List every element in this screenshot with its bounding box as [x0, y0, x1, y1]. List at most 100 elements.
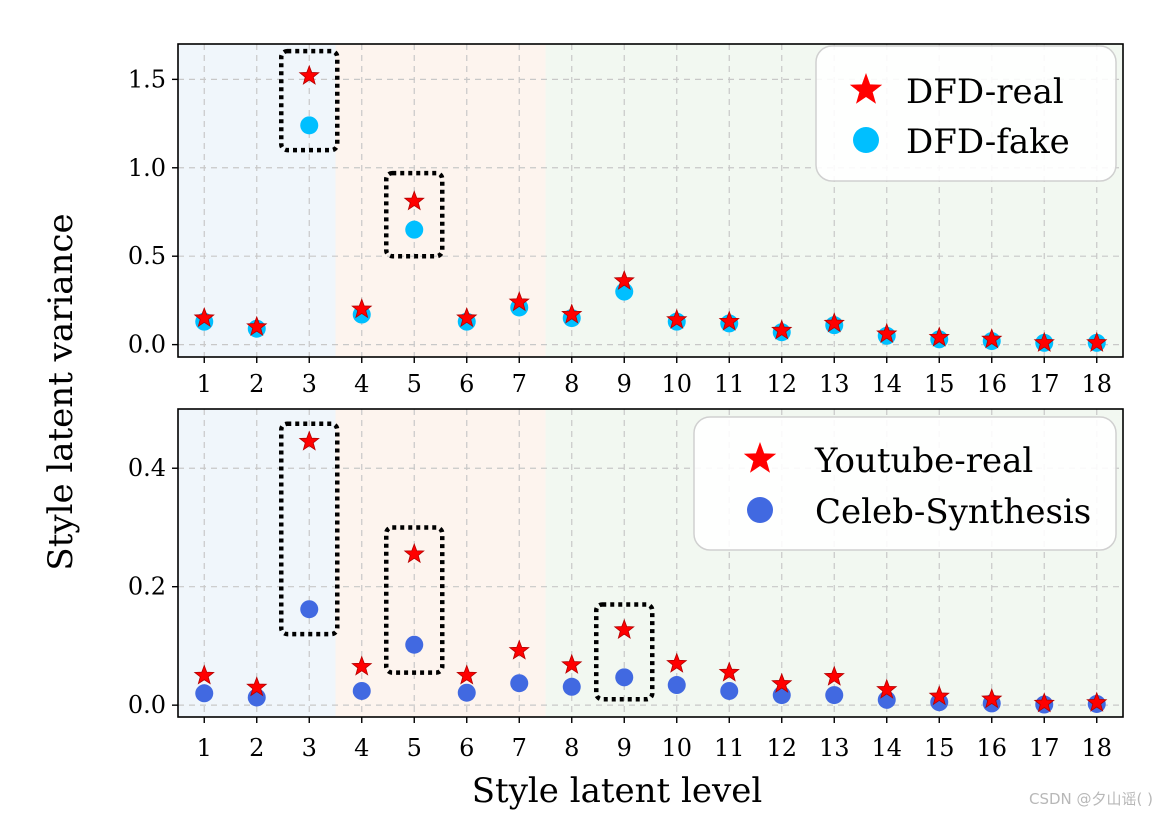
top-highlight-box-level-3: [279, 48, 340, 153]
bottom-point-celeb-synthesis-6: [457, 683, 476, 702]
bottom-x-tick-label-15: 15: [924, 734, 955, 762]
top-x-tick-label-16: 16: [976, 370, 1007, 398]
bottom-legend-label-real: Youtube-real: [814, 441, 1033, 481]
top-legend-label-real: DFD-real: [906, 72, 1064, 112]
x-axis-title: Style latent level: [472, 771, 762, 811]
top-x-tick-label-15: 15: [924, 370, 955, 398]
top-panel: 1 2 3 4 5 6 7 8 9 10 11 12 13 14 15 16 17 180.00.51.01.5 D…: [128, 43, 1124, 398]
top-point-dfd-fake-5: [405, 220, 424, 239]
top-y-tick-label-3: 1.5: [128, 65, 166, 93]
bottom-point-youtube-real-16: [981, 688, 1003, 709]
bottom-point-celeb-synthesis-10: [667, 676, 686, 695]
bottom-x-tick-label-11: 11: [714, 734, 745, 762]
bottom-point-youtube-real-8: [561, 653, 583, 674]
bottom-x-tick-label-5: 5: [407, 734, 422, 762]
bottom-x-tick-label-6: 6: [459, 734, 474, 762]
top-x-tick-label-2: 2: [249, 370, 264, 398]
top-highlight-box-level-5: [384, 170, 445, 259]
bottom-point-celeb-synthesis-7: [510, 674, 529, 693]
top-x-tick-label-8: 8: [564, 370, 579, 398]
bottom-x-tick-label-1: 1: [197, 734, 212, 762]
top-point-dfd-real-12: [771, 319, 793, 340]
top-x-tick-label-14: 14: [871, 370, 902, 398]
bottom-point-youtube-real-9: [613, 618, 635, 639]
top-point-dfd-real-6: [456, 306, 478, 328]
bottom-x-tick-label-3: 3: [302, 734, 317, 762]
top-legend-star-marker: [849, 73, 883, 104]
watermark: CSDN @夕山谣( ): [1028, 790, 1153, 808]
top-point-dfd-real-15: [928, 326, 950, 347]
bottom-point-youtube-real-2: [246, 676, 268, 697]
bottom-point-youtube-real-17: [1033, 692, 1055, 713]
bottom-point-youtube-real-10: [666, 652, 688, 673]
bottom-point-youtube-real-13: [823, 665, 845, 686]
bottom-x-tick-label-4: 4: [354, 734, 369, 762]
bottom-point-celeb-synthesis-3: [300, 600, 319, 619]
top-point-dfd-real-8: [561, 303, 583, 324]
top-point-dfd-real-10: [666, 308, 688, 329]
top-point-dfd-real-9: [613, 269, 635, 290]
bottom-y-tick-label-1: 0.2: [128, 573, 166, 601]
bottom-point-youtube-real-11: [718, 661, 740, 682]
bottom-x-tick-label-10: 10: [661, 734, 692, 762]
bottom-x-tick-label-16: 16: [976, 734, 1007, 762]
bottom-point-celeb-synthesis-1: [195, 684, 214, 703]
top-point-dfd-real-3: [298, 64, 320, 85]
bottom-point-youtube-real-4: [351, 655, 373, 676]
bottom-point-celeb-synthesis-5: [405, 635, 424, 654]
top-point-dfd-real-2: [246, 315, 268, 336]
bottom-x-tick-label-8: 8: [564, 734, 579, 762]
top-point-dfd-real-16: [981, 328, 1003, 349]
bottom-legend-label-fake: Celeb-Synthesis: [815, 492, 1091, 532]
top-x-tick-label-5: 5: [407, 370, 422, 398]
bottom-point-youtube-real-12: [771, 672, 793, 693]
bottom-point-celeb-synthesis-8: [562, 677, 581, 696]
bottom-point-youtube-real-18: [1086, 691, 1108, 712]
top-y-tick-label-0: 0.0: [128, 331, 166, 359]
top-legend-box: [815, 45, 1117, 182]
top-x-tick-label-1: 1: [197, 370, 212, 398]
top-y-tick-label-1: 0.5: [128, 242, 166, 270]
top-x-tick-label-18: 18: [1081, 370, 1112, 398]
bottom-point-celeb-synthesis-11: [720, 681, 739, 700]
top-point-dfd-real-18: [1086, 331, 1108, 352]
bottom-x-tick-label-14: 14: [871, 734, 902, 762]
bottom-highlight-box-level-5: [384, 525, 445, 675]
bottom-point-celeb-synthesis-4: [352, 681, 371, 700]
bottom-point-youtube-real-15: [928, 685, 950, 706]
top-point-dfd-real-17: [1033, 331, 1055, 352]
bottom-legend-star-marker: [743, 442, 777, 473]
top-x-tick-label-11: 11: [714, 370, 745, 398]
bottom-x-tick-label-13: 13: [819, 734, 850, 762]
top-point-dfd-fake-3: [300, 116, 319, 135]
bottom-x-tick-label-18: 18: [1081, 734, 1112, 762]
bottom-x-tick-label-12: 12: [766, 734, 797, 762]
bottom-y-tick-label-2: 0.4: [128, 454, 166, 482]
top-legend-circle-marker: [853, 127, 879, 153]
bottom-point-youtube-real-7: [508, 639, 530, 660]
top-x-tick-label-13: 13: [819, 370, 850, 398]
bottom-point-youtube-real-5: [403, 542, 425, 564]
bottom-point-celeb-synthesis-9: [615, 668, 634, 687]
bottom-x-tick-label-2: 2: [249, 734, 264, 762]
top-point-dfd-real-1: [193, 306, 215, 328]
bottom-legend-circle-marker: [747, 497, 773, 523]
bottom-x-tick-label-17: 17: [1029, 734, 1060, 762]
bottom-panel: 1 2 3 4 5 6 7 8 9 10 11 12 13 14 15 16 17 180.00.20.4 Yout…: [128, 408, 1124, 762]
bottom-legend-box: [693, 416, 1117, 551]
bottom-axes-frame: [177, 408, 1124, 718]
top-x-tick-label-12: 12: [766, 370, 797, 398]
bottom-point-youtube-real-1: [193, 664, 215, 685]
y-axis-title: Style latent variance: [41, 213, 81, 570]
top-point-dfd-real-14: [876, 322, 898, 344]
top-legend-label-fake: DFD-fake: [906, 122, 1070, 162]
top-x-tick-label-3: 3: [302, 370, 317, 398]
bottom-point-celeb-synthesis-12: [772, 686, 791, 705]
top-point-dfd-real-11: [718, 310, 740, 331]
bottom-point-youtube-real-14: [876, 678, 898, 699]
bottom-x-tick-label-9: 9: [617, 734, 632, 762]
top-x-tick-label-17: 17: [1029, 370, 1060, 398]
bottom-x-tick-label-7: 7: [512, 734, 527, 762]
top-x-tick-label-10: 10: [661, 370, 692, 398]
top-point-dfd-real-5: [403, 190, 425, 211]
